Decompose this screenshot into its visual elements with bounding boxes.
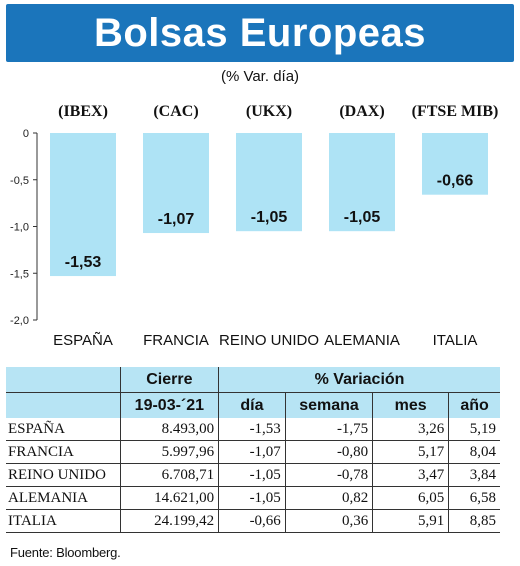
category-label: ESPAÑA: [53, 332, 113, 349]
table-corner: [6, 367, 121, 393]
y-tick-label: -0,5: [10, 175, 29, 187]
category-label: ALEMANIA: [324, 332, 400, 349]
y-tick-label: 0: [23, 128, 29, 140]
table-row: ESPAÑA 8.493,00 -1,53 -1,75 3,26 5,19: [6, 418, 500, 441]
variation-header: % Variación: [218, 367, 500, 393]
table-row: ITALIA 24.199,42 -0,66 0,36 5,91 8,85: [6, 509, 500, 533]
row-ano: 3,84: [448, 463, 500, 487]
value-label: -1,05: [344, 209, 381, 226]
value-label: -0,66: [437, 173, 474, 190]
index-label: (FTSE MIB): [412, 103, 499, 120]
bar-chart: 0 -0,5 -1,0 -1,5 -2,0 (IBEX) -1,53 ESPAÑA (CAC) -…: [10, 103, 499, 349]
row-mes: 6,05: [372, 486, 449, 510]
row-dia: -0,66: [218, 509, 286, 533]
row-semana: 0,82: [284, 486, 373, 510]
row-mes: 5,91: [372, 509, 449, 533]
y-tick-label: -2,0: [10, 315, 29, 327]
y-tick-label: -1,5: [10, 268, 29, 280]
table-corner-2: [6, 392, 121, 418]
col-mes: mes: [372, 392, 449, 418]
data-table: Cierre % Variación 19-03-´21 día semana …: [6, 367, 500, 533]
bar: [422, 133, 488, 195]
bar: [236, 133, 302, 232]
row-dia: -1,05: [218, 486, 286, 510]
row-close: 8.493,00: [119, 418, 219, 441]
row-dia: -1,07: [218, 440, 286, 464]
row-name: ESPAÑA: [6, 418, 121, 441]
row-dia: -1,05: [218, 463, 286, 487]
row-ano: 8,04: [448, 440, 500, 464]
bar: [329, 133, 395, 232]
row-name: FRANCIA: [6, 440, 121, 464]
title-banner: Bolsas Europeas: [6, 4, 514, 62]
row-semana: -0,80: [284, 440, 373, 464]
table-row: ALEMANIA 14.621,00 -1,05 0,82 6,05 6,58: [6, 486, 500, 510]
value-label: -1,05: [251, 209, 288, 226]
value-label: -1,53: [65, 254, 102, 271]
row-name: REINO UNIDO: [6, 463, 121, 487]
table-row: REINO UNIDO 6.708,71 -1,05 -0,78 3,47 3,…: [6, 463, 500, 487]
category-label: REINO UNIDO: [219, 332, 319, 349]
row-close: 14.621,00: [119, 486, 219, 510]
row-close: 5.997,96: [119, 440, 219, 464]
row-mes: 3,47: [372, 463, 449, 487]
category-label: FRANCIA: [143, 332, 209, 349]
row-semana: -0,78: [284, 463, 373, 487]
value-label: -1,07: [158, 211, 195, 228]
close-header: Cierre: [119, 367, 219, 393]
row-name: ALEMANIA: [6, 486, 121, 510]
row-name: ITALIA: [6, 509, 121, 533]
col-semana: semana: [284, 392, 373, 418]
index-label: (CAC): [153, 103, 198, 120]
table-row: FRANCIA 5.997,96 -1,07 -0,80 5,17 8,04: [6, 440, 500, 464]
col-ano: año: [448, 392, 500, 418]
date-header: 19-03-´21: [119, 392, 219, 418]
index-label: (IBEX): [58, 103, 108, 120]
row-semana: 0,36: [284, 509, 373, 533]
row-semana: -1,75: [284, 418, 373, 441]
y-tick-label: -1,0: [10, 222, 29, 234]
row-close: 6.708,71: [119, 463, 219, 487]
bar: [143, 133, 209, 234]
row-close: 24.199,42: [119, 509, 219, 533]
row-mes: 5,17: [372, 440, 449, 464]
index-label: (UKX): [246, 103, 292, 120]
index-label: (DAX): [339, 103, 384, 120]
bar: [50, 133, 116, 277]
row-ano: 6,58: [448, 486, 500, 510]
row-ano: 8,85: [448, 509, 500, 533]
row-dia: -1,53: [218, 418, 286, 441]
chart-subtitle: (% Var. día): [220, 68, 300, 85]
row-ano: 5,19: [448, 418, 500, 441]
category-label: ITALIA: [433, 332, 478, 349]
source-note: Fuente: Bloomberg.: [10, 545, 121, 560]
row-mes: 3,26: [372, 418, 449, 441]
page-title: Bolsas Europeas: [93, 10, 427, 55]
col-dia: día: [218, 392, 286, 418]
